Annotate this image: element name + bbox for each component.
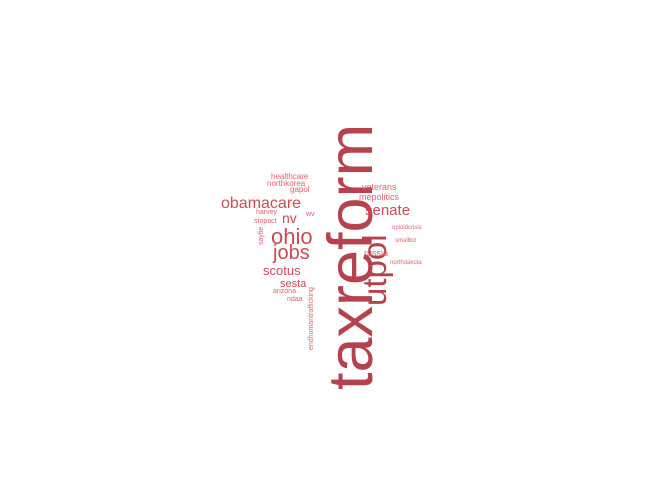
- word-nv: nv: [282, 210, 297, 226]
- word-russia: russia: [364, 248, 389, 258]
- word-northdakota: northdakota: [390, 260, 422, 266]
- word-jobs: jobs: [273, 242, 310, 264]
- word-wv: wv: [306, 211, 315, 218]
- word-sayfie: sayfie: [258, 226, 265, 245]
- word-gapol: gapol: [290, 185, 310, 194]
- word-opioidcrisis: opioidcrisis: [392, 225, 422, 231]
- word-stopact: stopact: [254, 218, 277, 225]
- word-senate: senate: [365, 202, 411, 219]
- word-arizona: arizona: [273, 288, 296, 295]
- word-healthcare: healthcare: [271, 172, 309, 181]
- word-harvey: harvey: [256, 209, 278, 216]
- word-ndaa: ndaa: [287, 296, 303, 303]
- word-veterans: veterans: [362, 182, 397, 192]
- word-mepolitics: mepolitics: [359, 192, 400, 202]
- word-sesta: sesta: [280, 278, 307, 290]
- word-utpol: utpol: [356, 234, 393, 306]
- word-ohio: ohio: [271, 224, 313, 249]
- word-smallbiz: smallbiz: [395, 238, 417, 244]
- word-obamacare: obamacare: [221, 195, 302, 212]
- word-endhumantrafficking: endhumantrafficking: [308, 287, 315, 350]
- word-northkorea: northkorea: [267, 179, 306, 188]
- word-scotus: scotus: [263, 263, 301, 278]
